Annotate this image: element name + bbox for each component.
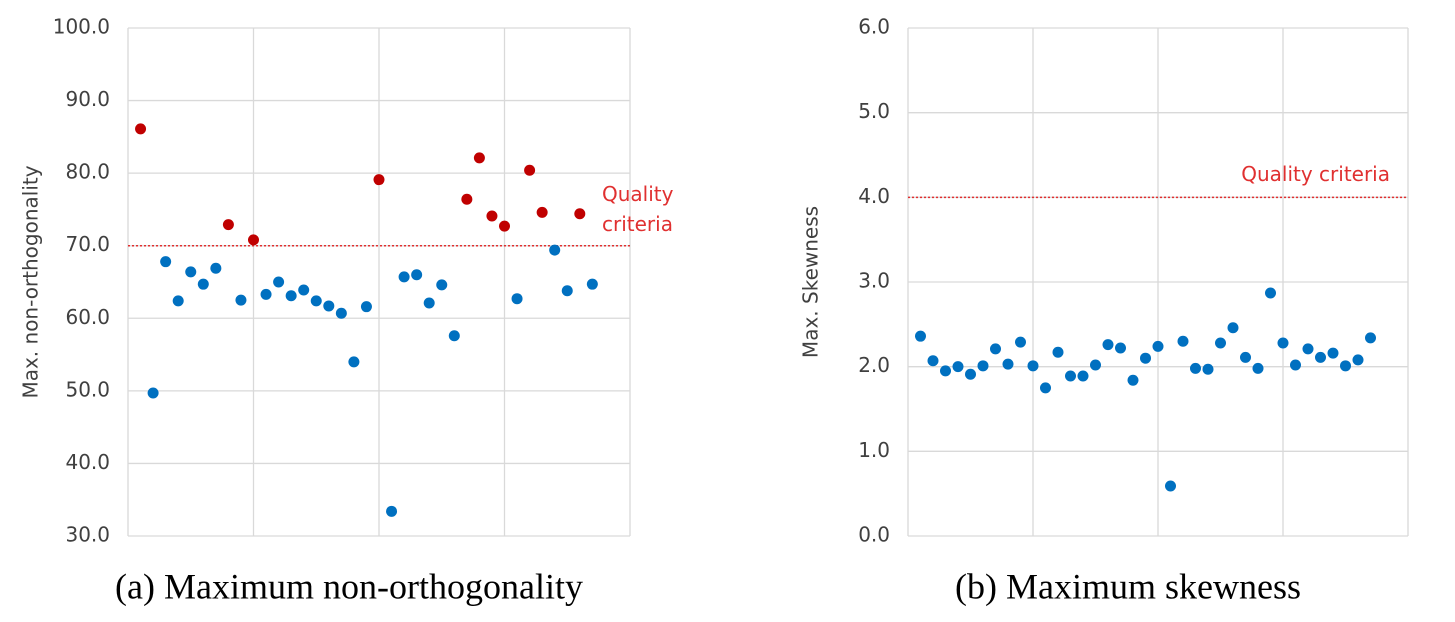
point xyxy=(977,360,989,372)
point xyxy=(1040,382,1051,394)
point xyxy=(335,307,347,319)
point xyxy=(222,219,234,231)
point xyxy=(1090,359,1101,371)
point xyxy=(1352,354,1364,366)
point xyxy=(586,278,598,290)
point xyxy=(398,271,410,283)
annotation: Quality xyxy=(602,182,674,206)
point xyxy=(1140,352,1151,364)
point xyxy=(285,290,297,302)
point xyxy=(1252,362,1264,374)
point xyxy=(160,256,172,268)
point xyxy=(411,269,423,281)
point xyxy=(360,301,372,313)
point xyxy=(185,266,197,278)
annotation: criteria xyxy=(602,212,673,236)
point xyxy=(1240,351,1251,363)
point xyxy=(323,300,335,312)
point xyxy=(1077,370,1089,382)
point xyxy=(473,152,485,164)
point xyxy=(135,123,147,135)
point xyxy=(386,505,398,517)
y-tick-label: 2.0 xyxy=(858,353,890,377)
point xyxy=(536,206,548,218)
y-tick-label: 1.0 xyxy=(858,438,890,462)
point xyxy=(461,193,473,205)
point xyxy=(990,343,1001,355)
point xyxy=(373,174,385,186)
y-tick-label: 100.0 xyxy=(53,15,110,39)
point xyxy=(298,284,310,296)
point xyxy=(1015,336,1026,348)
point xyxy=(147,387,159,399)
point xyxy=(1102,339,1114,351)
point xyxy=(1215,337,1226,349)
point xyxy=(1165,480,1176,492)
y-tick-label: 0.0 xyxy=(858,523,890,547)
point xyxy=(1315,351,1326,363)
point xyxy=(235,294,247,306)
point xyxy=(965,368,976,380)
point xyxy=(248,234,259,246)
caption: (a) Maximum non-orthogonality xyxy=(115,566,583,606)
point xyxy=(952,361,964,373)
point xyxy=(310,295,322,307)
point xyxy=(927,355,939,367)
y-tick-label: 90.0 xyxy=(65,87,110,111)
y-tick-label: 30.0 xyxy=(65,523,110,547)
point xyxy=(574,208,586,220)
point xyxy=(499,220,510,232)
point xyxy=(1115,342,1126,354)
y-axis-label: Max. non-orthogonality xyxy=(19,165,43,398)
point xyxy=(436,279,448,291)
y-tick-label: 80.0 xyxy=(65,160,110,184)
point xyxy=(260,288,272,300)
point xyxy=(273,276,285,288)
point xyxy=(940,365,951,377)
point xyxy=(1065,370,1076,382)
point xyxy=(210,262,222,274)
point xyxy=(1190,362,1201,374)
point xyxy=(1365,332,1376,344)
point xyxy=(1202,363,1214,375)
annotation: Quality criteria xyxy=(1241,162,1390,186)
point xyxy=(1027,360,1039,372)
y-tick-label: 6.0 xyxy=(858,15,890,39)
point xyxy=(511,293,523,305)
point xyxy=(486,210,498,222)
point xyxy=(561,285,573,297)
point xyxy=(423,297,435,309)
point xyxy=(197,278,209,290)
caption: (b) Maximum skewness xyxy=(955,566,1301,606)
y-tick-label: 60.0 xyxy=(65,305,110,329)
point xyxy=(1327,347,1339,359)
y-tick-label: 3.0 xyxy=(858,269,890,293)
y-tick-label: 4.0 xyxy=(858,184,890,208)
point xyxy=(348,356,360,368)
point xyxy=(524,164,536,176)
point xyxy=(172,295,184,307)
point xyxy=(1052,346,1064,358)
point xyxy=(549,244,561,256)
point xyxy=(1152,340,1164,352)
point xyxy=(1227,322,1239,334)
point xyxy=(448,330,460,342)
y-tick-label: 40.0 xyxy=(65,450,110,474)
point xyxy=(1340,360,1351,372)
y-axis-label: Max. Skewness xyxy=(799,206,823,358)
point xyxy=(1265,287,1276,299)
point xyxy=(1127,374,1139,386)
point xyxy=(1177,335,1189,347)
point xyxy=(1277,337,1289,349)
point xyxy=(1302,343,1314,355)
point xyxy=(1002,358,1014,370)
y-tick-label: 50.0 xyxy=(65,377,110,401)
point xyxy=(1290,359,1301,371)
y-tick-label: 5.0 xyxy=(858,99,890,123)
y-tick-label: 70.0 xyxy=(65,232,110,256)
point xyxy=(915,330,926,342)
